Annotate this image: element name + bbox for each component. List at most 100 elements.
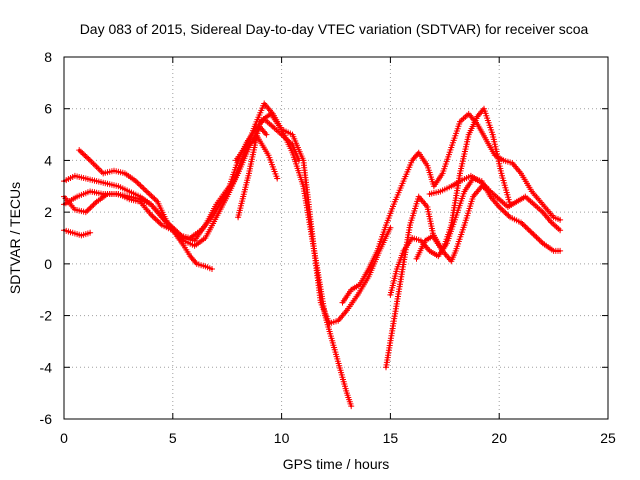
data-point xyxy=(193,239,196,242)
data-point xyxy=(541,242,544,245)
data-point xyxy=(193,244,196,247)
data-point xyxy=(221,198,224,201)
data-point xyxy=(291,143,294,147)
data-point xyxy=(454,216,457,219)
data-point xyxy=(458,172,462,175)
data-point xyxy=(182,244,185,247)
data-point xyxy=(84,210,88,214)
data-point xyxy=(334,353,338,356)
y-tick-label: 8 xyxy=(44,49,52,65)
data-point xyxy=(291,151,294,154)
y-tick-label: 0 xyxy=(44,256,52,272)
data-point xyxy=(189,236,192,240)
data-point xyxy=(149,203,153,206)
data-point xyxy=(441,172,444,175)
y-tick-label: 6 xyxy=(44,101,52,117)
data-point xyxy=(313,249,316,253)
data-point xyxy=(167,223,170,227)
data-point xyxy=(498,205,501,209)
data-point xyxy=(467,112,470,116)
data-point xyxy=(428,192,431,196)
data-point xyxy=(156,200,159,203)
data-point xyxy=(84,177,88,180)
data-point xyxy=(439,190,442,193)
data-point xyxy=(106,192,109,196)
x-tick-label: 15 xyxy=(383,430,399,446)
y-tick-label: -4 xyxy=(40,359,53,375)
data-point xyxy=(73,208,77,211)
data-point xyxy=(450,260,453,263)
data-point xyxy=(482,107,486,110)
data-point xyxy=(128,198,131,201)
data-point xyxy=(291,133,294,136)
x-tick-label: 10 xyxy=(274,430,290,446)
data-point xyxy=(367,267,370,271)
data-point xyxy=(215,216,218,219)
data-series-group xyxy=(61,100,564,410)
data-point xyxy=(199,229,203,232)
data-point xyxy=(408,223,412,227)
data-point xyxy=(160,223,164,227)
data-point xyxy=(356,293,359,297)
data-point xyxy=(532,203,536,206)
data-point xyxy=(178,234,181,237)
data-point xyxy=(393,200,396,203)
data-point xyxy=(337,319,340,322)
data-point xyxy=(204,236,207,240)
data-point xyxy=(139,200,142,203)
series-4-markers xyxy=(61,227,94,239)
data-point xyxy=(417,151,420,154)
x-tick-label: 0 xyxy=(60,430,68,446)
data-point xyxy=(75,195,79,198)
data-point xyxy=(236,216,240,219)
data-point xyxy=(391,327,394,330)
data-point xyxy=(558,229,562,232)
data-point xyxy=(437,254,440,258)
data-point xyxy=(106,182,109,185)
data-point xyxy=(280,128,283,131)
data-point xyxy=(419,239,423,242)
data-point xyxy=(269,112,272,116)
x-axis-label: GPS time / hours xyxy=(283,456,390,472)
data-point xyxy=(402,179,405,183)
series-2-markers xyxy=(61,123,270,249)
data-point xyxy=(302,159,305,162)
data-point xyxy=(117,185,120,188)
data-point xyxy=(88,159,92,162)
axis-ticks: 0 5 10 15 20 25 -6 -4 -2 0 2 4 6 8 xyxy=(40,49,616,446)
data-point xyxy=(428,249,431,253)
data-point xyxy=(395,267,399,271)
data-point xyxy=(530,190,533,193)
data-point xyxy=(102,172,105,175)
x-tick-label: 25 xyxy=(600,430,616,446)
data-point xyxy=(254,123,257,126)
y-tick-label: 4 xyxy=(44,152,52,168)
data-point xyxy=(210,267,214,271)
data-point xyxy=(519,221,523,224)
data-point xyxy=(367,275,370,278)
series-3-markers xyxy=(61,191,215,272)
data-point xyxy=(432,234,436,237)
data-point xyxy=(389,293,392,297)
data-point xyxy=(411,159,414,162)
series-3-trace xyxy=(62,192,214,271)
data-point xyxy=(445,242,449,245)
data-point xyxy=(88,231,92,234)
data-point xyxy=(267,154,270,157)
data-point xyxy=(189,254,192,258)
x-tick-label: 20 xyxy=(491,430,507,446)
data-point xyxy=(145,190,148,193)
data-point xyxy=(384,366,388,369)
data-point xyxy=(117,192,120,196)
plot-frame xyxy=(63,56,609,420)
data-point xyxy=(530,231,533,234)
data-point xyxy=(384,223,388,227)
data-point xyxy=(389,226,392,229)
data-point xyxy=(471,195,475,198)
data-point xyxy=(450,185,453,188)
series-5-markers xyxy=(76,100,394,327)
data-point xyxy=(506,205,510,209)
data-point xyxy=(467,133,470,136)
data-point xyxy=(558,218,562,222)
data-point xyxy=(95,200,98,203)
